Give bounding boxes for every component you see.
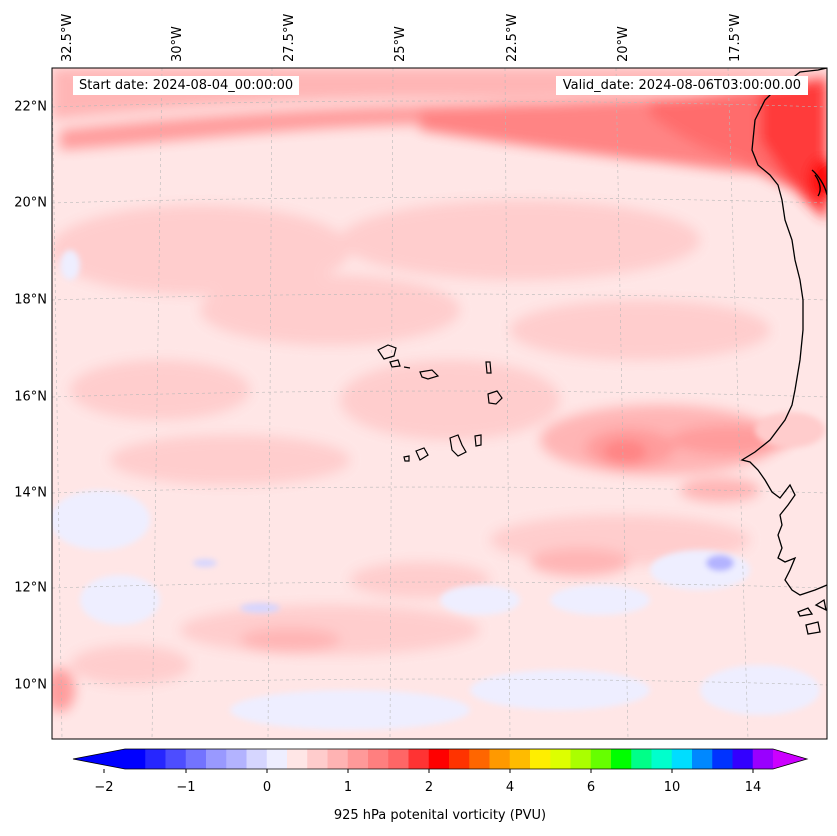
colorbar-segment <box>185 749 207 769</box>
map-frame <box>51 67 828 740</box>
colorbar-segment <box>631 749 652 769</box>
island-fogo <box>415 447 429 461</box>
island-sao-nicolau <box>419 369 440 380</box>
colorbar-tick-label: 10 <box>663 780 681 795</box>
colorbar-segment <box>732 749 754 769</box>
island-maio <box>474 434 482 447</box>
island-sal <box>485 361 492 374</box>
start-date-label: Start date: 2024-08-04_00:00:00 <box>73 76 300 95</box>
colorbar-segment <box>428 749 450 769</box>
colorbar-segment <box>611 749 632 769</box>
colorbar-tick-label: −2 <box>94 780 114 795</box>
lat-label-20n: 20°N <box>14 195 47 211</box>
colorbar <box>72 748 809 773</box>
island-santiago <box>449 434 467 457</box>
valid-date-label: Valid_date: 2024-08-06T03:00:00.00 <box>555 76 808 95</box>
bijagos-islands <box>797 598 827 635</box>
colorbar-segment <box>327 749 349 769</box>
colorbar-segment <box>590 749 612 769</box>
gridlines <box>52 68 827 739</box>
colorbar-segment <box>347 749 369 769</box>
lon-label-32-5w: 32.5°W <box>60 13 75 62</box>
lon-label-25w: 25°W <box>393 26 408 62</box>
colorbar-segment <box>145 749 166 769</box>
colorbar-segment <box>752 749 774 769</box>
colorbar-segment <box>226 749 247 769</box>
colorbar-segment <box>651 749 673 769</box>
colorbar-segment <box>165 749 187 769</box>
coastlines <box>740 68 827 635</box>
banc-arguin-coast <box>811 169 827 197</box>
colorbar-segment <box>489 749 511 769</box>
colorbar-segment <box>368 749 389 769</box>
lat-label-12n: 12°N <box>14 580 47 596</box>
colorbar-segment <box>712 749 733 769</box>
island-brava <box>403 455 410 462</box>
lat-label-16n: 16°N <box>14 389 47 405</box>
lat-label-18n: 18°N <box>14 292 47 308</box>
colorbar-tick-label: 14 <box>744 780 762 795</box>
island-santa-luzia <box>403 366 411 369</box>
colorbar-segment <box>469 749 490 769</box>
colorbar-tick-label: −1 <box>176 780 196 795</box>
lat-label-14n: 14°N <box>14 485 47 501</box>
colorbar-label: 925 hPa potenital vorticity (PVU) <box>333 808 547 823</box>
lon-label-27-5w: 27.5°W <box>282 13 297 62</box>
colorbar-segment <box>692 749 713 769</box>
colorbar-tick-label: 4 <box>505 780 515 795</box>
colorbar-segment <box>388 749 409 769</box>
colorbar-segment <box>307 749 328 769</box>
pv-field-shading <box>52 68 827 730</box>
colorbar-segment <box>287 749 308 769</box>
colorbar-segment <box>266 749 288 769</box>
lon-label-30w: 30°W <box>170 26 185 62</box>
africa-coastline <box>740 68 827 596</box>
colorbar-outline <box>72 748 809 770</box>
island-boa-vista <box>487 390 503 405</box>
island-sao-vicente <box>389 359 401 368</box>
colorbar-segment <box>671 749 693 769</box>
colorbar-segment <box>570 749 592 769</box>
colorbar-tick-label: 1 <box>343 780 353 795</box>
lat-label-10n: 10°N <box>14 677 47 693</box>
colorbar-segment <box>125 749 146 769</box>
colorbar-segment <box>449 749 470 769</box>
map-panel <box>52 68 827 739</box>
colorbar-extend-high <box>773 749 807 769</box>
lat-label-22n: 22°N <box>14 99 47 115</box>
colorbar-segment <box>509 749 531 769</box>
colorbar-tick-label: 6 <box>586 780 596 795</box>
lon-label-22-5w: 22.5°W <box>505 13 520 62</box>
lon-label-20w: 20°W <box>616 26 631 62</box>
colorbar-extend-low <box>73 749 125 769</box>
cape-verde-islands <box>377 344 503 462</box>
colorbar-segment <box>408 749 430 769</box>
colorbar-segment <box>550 749 571 769</box>
colorbar-segment <box>530 749 551 769</box>
colorbar-tick-label: 0 <box>262 780 272 795</box>
colorbar-segment <box>206 749 227 769</box>
island-santo-antao <box>377 344 397 360</box>
lon-label-17-5w: 17.5°W <box>728 13 743 62</box>
colorbar-segment <box>246 749 268 769</box>
colorbar-tick-label: 2 <box>424 780 434 795</box>
